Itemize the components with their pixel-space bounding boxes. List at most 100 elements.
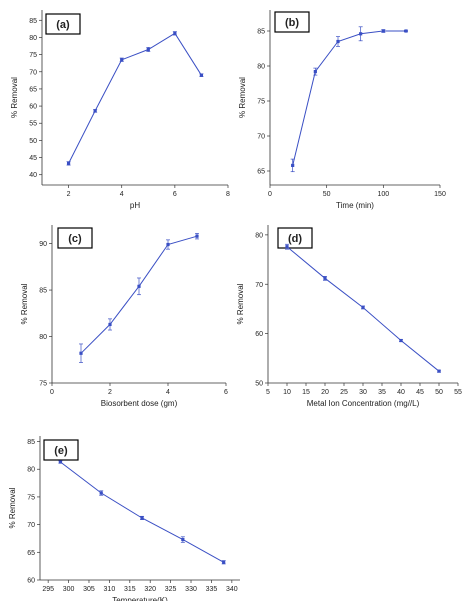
y-tick-label: 50 <box>255 381 263 388</box>
y-tick-label: 70 <box>255 282 263 289</box>
x-tick-label: 100 <box>377 191 389 198</box>
x-tick-label: 5 <box>266 389 270 396</box>
x-tick-label: 150 <box>434 191 446 198</box>
data-point <box>166 242 170 247</box>
x-tick-label: 315 <box>124 586 136 593</box>
data-point <box>437 369 441 373</box>
x-tick-label: 6 <box>173 191 177 198</box>
data-point <box>146 47 150 52</box>
y-tick-label: 90 <box>39 241 47 248</box>
y-tick-label: 55 <box>29 121 37 128</box>
data-point <box>181 537 185 542</box>
data-point <box>381 29 385 33</box>
x-tick-label: 0 <box>268 191 272 198</box>
panel-label: (e) <box>54 445 68 457</box>
x-tick-label: 30 <box>359 389 367 396</box>
y-tick-label: 65 <box>29 86 37 93</box>
y-axis-label: % Removal <box>8 487 17 528</box>
panel-label-box <box>277 227 313 249</box>
x-tick-label: 340 <box>226 586 238 593</box>
data-point <box>285 245 289 249</box>
y-tick-label: 40 <box>29 172 37 179</box>
x-tick-label: 2 <box>67 191 71 198</box>
chart-panel-1: 2 4 6 8 40 45 50 55 60 65 70 75 80 85 pH % Removal (a) <box>10 10 230 210</box>
x-tick-label: 0 <box>50 389 54 396</box>
y-tick-label: 75 <box>39 381 47 388</box>
y-tick-label: 80 <box>257 64 265 71</box>
x-axis-label: pH <box>130 201 140 210</box>
y-axis-label: % Removal <box>20 283 29 324</box>
data-point <box>404 29 408 33</box>
x-tick-label: 330 <box>185 586 197 593</box>
x-tick-label: 335 <box>206 586 218 593</box>
x-tick-label: 40 <box>397 389 405 396</box>
x-axis-label: Time (min) <box>336 201 374 210</box>
y-tick-label: 85 <box>29 18 37 25</box>
y-tick-label: 60 <box>255 331 263 338</box>
data-point <box>66 161 71 165</box>
x-tick-label: 320 <box>144 586 156 593</box>
chart-panel-5: 295 300 305 310 315 320 325 330 335 340 60 65 70 75 80… <box>8 436 240 601</box>
data-point <box>313 70 317 74</box>
panel-label: (b) <box>285 17 299 29</box>
chart-panel-3: 0 2 4 6 75 80 85 90 Biosorbent dose (gm) % Remova… <box>20 225 228 408</box>
y-tick-label: 70 <box>257 134 265 141</box>
data-point <box>99 491 103 495</box>
panel-label: (d) <box>288 233 302 245</box>
y-tick-label: 80 <box>27 467 35 474</box>
data-point <box>359 32 363 36</box>
x-tick-label: 25 <box>340 389 348 396</box>
y-tick-label: 65 <box>257 169 265 176</box>
y-tick-label: 70 <box>27 522 35 529</box>
panel-label-box <box>43 439 79 461</box>
y-tick-label: 60 <box>27 578 35 585</box>
x-axis-label: Biosorbent dose (gm) <box>101 399 178 408</box>
series-line <box>292 30 406 166</box>
x-tick-label: 310 <box>104 586 116 593</box>
panel-label: (a) <box>56 19 70 31</box>
x-tick-label: 10 <box>283 389 291 396</box>
data-point <box>291 163 295 167</box>
chart-panel-4: 5 10 15 20 25 30 35 40 45 50 55 50 60 70 80 Metal Ion C… <box>236 225 462 408</box>
x-tick-label: 55 <box>454 389 462 396</box>
y-tick-label: 75 <box>29 52 37 59</box>
x-tick-label: 325 <box>165 586 177 593</box>
x-tick-label: 8 <box>226 191 230 198</box>
data-point <box>336 39 340 44</box>
y-tick-label: 45 <box>29 155 37 162</box>
y-tick-label: 85 <box>39 288 47 295</box>
y-tick-label: 70 <box>29 69 37 76</box>
y-tick-label: 80 <box>29 35 37 42</box>
x-tick-label: 50 <box>435 389 443 396</box>
data-point <box>195 234 199 238</box>
y-axis-label: % Removal <box>10 77 19 118</box>
data-point <box>140 516 144 520</box>
data-point <box>108 322 112 327</box>
y-tick-label: 50 <box>29 138 37 145</box>
x-tick-label: 50 <box>323 191 331 198</box>
x-axis-label: Metal Ion Concentration (mg//L) <box>307 399 420 408</box>
series-line <box>68 32 202 164</box>
y-axis-label: % Removal <box>236 283 245 324</box>
data-point <box>199 73 204 77</box>
data-point <box>361 305 365 310</box>
x-tick-label: 20 <box>321 389 329 396</box>
panel-label: (c) <box>68 233 82 245</box>
x-tick-label: 4 <box>120 191 124 198</box>
y-tick-label: 85 <box>27 439 35 446</box>
data-point <box>93 109 97 113</box>
data-point <box>120 58 124 62</box>
x-tick-label: 35 <box>378 389 386 396</box>
x-tick-label: 45 <box>416 389 424 396</box>
data-point <box>323 276 327 280</box>
y-tick-label: 60 <box>29 104 37 111</box>
y-tick-label: 85 <box>257 29 265 36</box>
y-tick-label: 80 <box>255 232 263 239</box>
data-point <box>222 560 226 564</box>
data-point <box>79 351 83 355</box>
data-point <box>173 31 177 35</box>
data-point <box>58 460 63 464</box>
chart-panel-2: 0 50 100 150 65 70 75 80 85 Time (min) % Removal (b… <box>238 10 446 210</box>
x-tick-label: 4 <box>166 389 170 396</box>
